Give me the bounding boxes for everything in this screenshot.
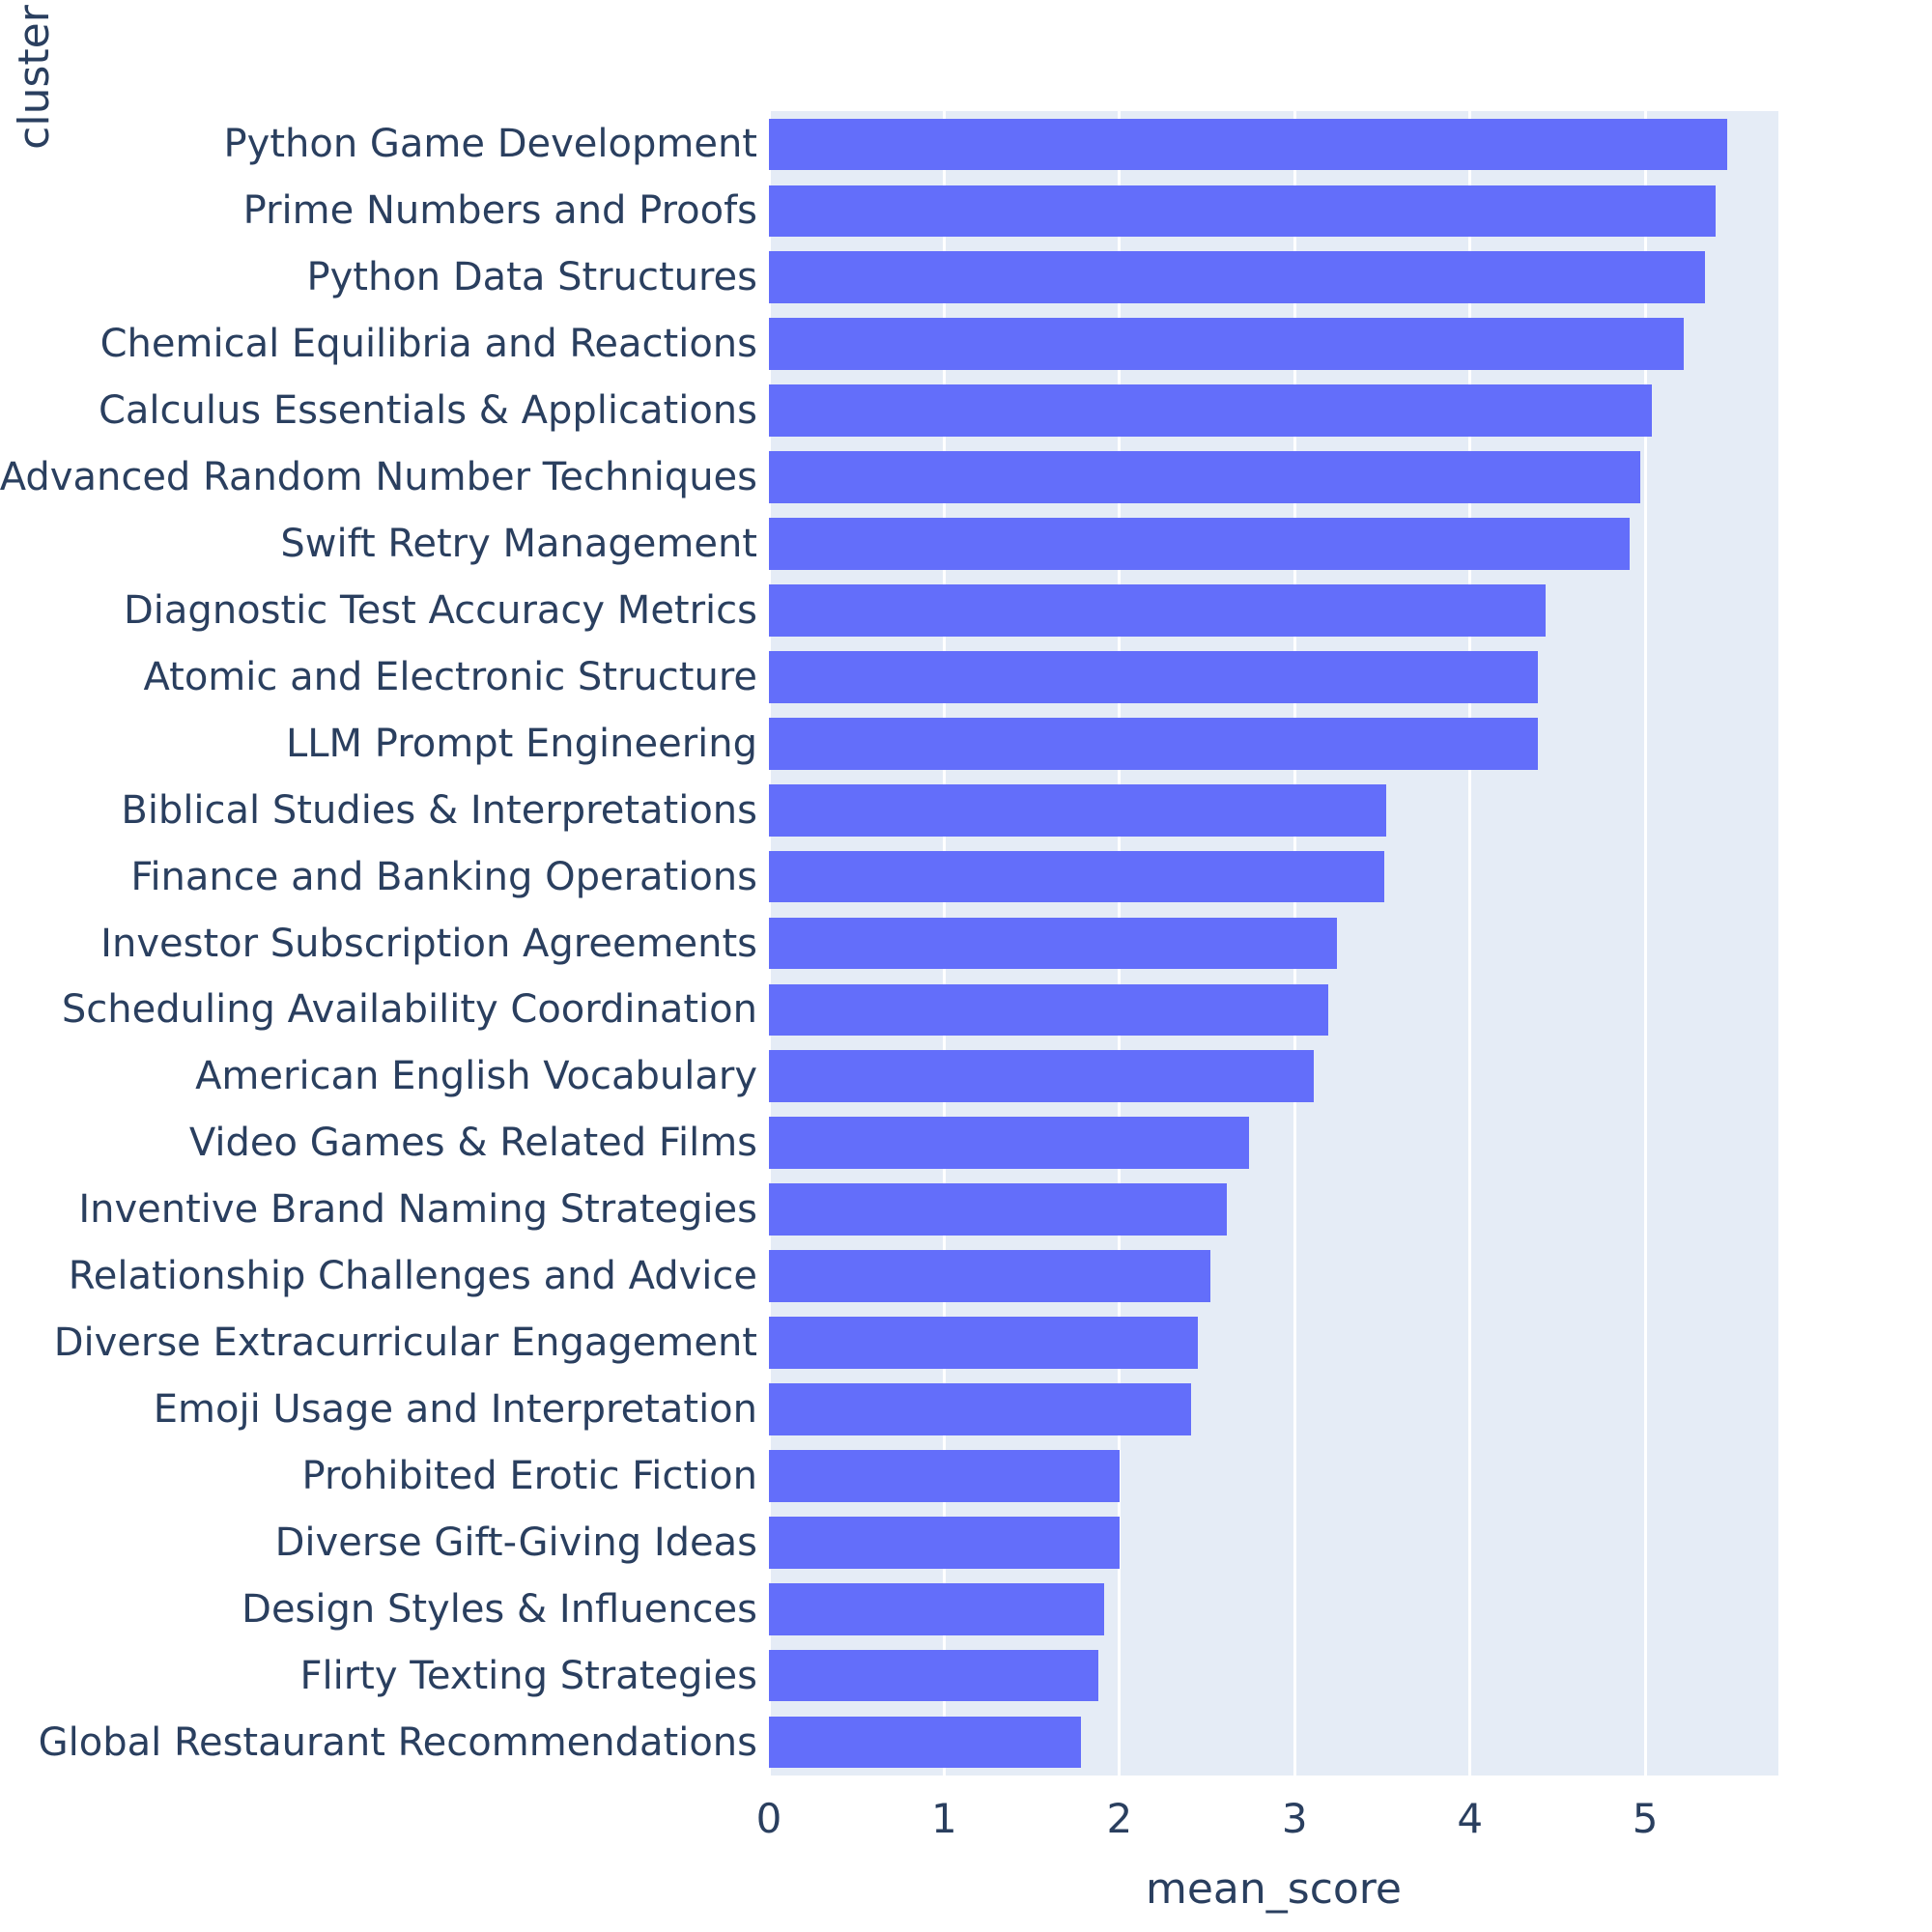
bar[interactable] bbox=[769, 1250, 1211, 1302]
bar-row bbox=[769, 518, 1778, 570]
bar[interactable] bbox=[769, 318, 1685, 371]
bar[interactable] bbox=[769, 1317, 1199, 1369]
bar[interactable] bbox=[769, 1117, 1250, 1170]
y-tick-label: Relationship Challenges and Advice bbox=[68, 1254, 757, 1299]
x-tick-label: 0 bbox=[755, 1795, 782, 1842]
x-tick-label: 4 bbox=[1457, 1795, 1484, 1842]
y-tick-label: Python Game Development bbox=[223, 122, 757, 167]
x-tick-label: 5 bbox=[1632, 1795, 1659, 1842]
bar-row bbox=[769, 318, 1778, 371]
bar[interactable] bbox=[769, 1649, 1099, 1702]
y-tick-label: Advanced Random Number Techniques bbox=[0, 455, 757, 500]
bar[interactable] bbox=[769, 384, 1653, 437]
x-tick-label: 1 bbox=[931, 1795, 957, 1842]
y-tick-label: Global Restaurant Recommendations bbox=[38, 1719, 757, 1765]
bar-row bbox=[769, 1117, 1778, 1170]
bar-row bbox=[769, 118, 1778, 171]
bar[interactable] bbox=[769, 451, 1640, 503]
y-tick-label: Diverse Gift-Giving Ideas bbox=[274, 1520, 757, 1565]
bar-row bbox=[769, 717, 1778, 770]
bar[interactable] bbox=[769, 1449, 1120, 1502]
y-tick-label: Video Games & Related Films bbox=[188, 1121, 757, 1166]
y-tick-label: Diagnostic Test Accuracy Metrics bbox=[124, 587, 757, 633]
bar-row bbox=[769, 1649, 1778, 1702]
y-tick-label: American English Vocabulary bbox=[195, 1054, 757, 1099]
bar[interactable] bbox=[769, 917, 1337, 970]
bar[interactable] bbox=[769, 717, 1539, 770]
y-tick-label: Diverse Extracurricular Engagement bbox=[53, 1321, 757, 1366]
bar-row bbox=[769, 185, 1778, 238]
y-tick-label: Python Data Structures bbox=[306, 255, 757, 300]
bar[interactable] bbox=[769, 1516, 1120, 1569]
bar-row bbox=[769, 1449, 1778, 1502]
y-tick-label: Atomic and Electronic Structure bbox=[143, 654, 757, 699]
bar-row bbox=[769, 584, 1778, 637]
y-tick-label: Prime Numbers and Proofs bbox=[242, 188, 757, 234]
y-tick-label: Chemical Equilibria and Reactions bbox=[99, 322, 757, 367]
bar-row bbox=[769, 783, 1778, 837]
y-tick-label: Scheduling Availability Coordination bbox=[61, 987, 757, 1033]
y-tick-label: Swift Retry Management bbox=[280, 521, 757, 566]
y-tick-label: Design Styles & Influences bbox=[242, 1586, 757, 1632]
bar-row bbox=[769, 850, 1778, 903]
bar-row bbox=[769, 1716, 1778, 1769]
bar-row bbox=[769, 384, 1778, 437]
x-tick-label: 3 bbox=[1281, 1795, 1308, 1842]
bar[interactable] bbox=[769, 118, 1728, 171]
y-tick-label: Inventive Brand Naming Strategies bbox=[78, 1187, 757, 1233]
bar[interactable] bbox=[769, 1383, 1192, 1435]
bar[interactable] bbox=[769, 650, 1539, 703]
y-tick-label: Emoji Usage and Interpretation bbox=[153, 1386, 757, 1432]
bar-row bbox=[769, 251, 1778, 304]
bar-row bbox=[769, 983, 1778, 1037]
bar[interactable] bbox=[769, 783, 1386, 837]
bar-row bbox=[769, 1383, 1778, 1435]
bar-row bbox=[769, 1050, 1778, 1103]
bar[interactable] bbox=[769, 1716, 1081, 1769]
y-axis-title: cluster bbox=[10, 5, 59, 150]
bar-row bbox=[769, 1317, 1778, 1369]
bar-row bbox=[769, 1582, 1778, 1635]
y-tick-label: LLM Prompt Engineering bbox=[285, 721, 757, 766]
bar[interactable] bbox=[769, 185, 1716, 238]
x-tick-label: 2 bbox=[1106, 1795, 1133, 1842]
bar-row bbox=[769, 917, 1778, 970]
bar-row bbox=[769, 1183, 1778, 1236]
gridline-4 bbox=[1468, 111, 1472, 1776]
bar[interactable] bbox=[769, 983, 1328, 1037]
y-tick-label: Flirty Texting Strategies bbox=[299, 1653, 758, 1698]
y-tick-label: Finance and Banking Operations bbox=[130, 854, 757, 899]
bar-row bbox=[769, 1516, 1778, 1569]
bar-row bbox=[769, 1250, 1778, 1302]
bar[interactable] bbox=[769, 1582, 1104, 1635]
bar[interactable] bbox=[769, 251, 1705, 304]
bar[interactable] bbox=[769, 518, 1630, 570]
y-tick-label: Biblical Studies & Interpretations bbox=[121, 787, 757, 833]
bar[interactable] bbox=[769, 1183, 1227, 1236]
plot-area bbox=[769, 111, 1778, 1776]
y-tick-label: Investor Subscription Agreements bbox=[100, 921, 757, 966]
y-tick-label: Calculus Essentials & Applications bbox=[98, 388, 757, 434]
x-axis-title: mean_score bbox=[1145, 1864, 1402, 1914]
bar[interactable] bbox=[769, 850, 1384, 903]
bar[interactable] bbox=[769, 584, 1546, 637]
bar-row bbox=[769, 650, 1778, 703]
bar-row bbox=[769, 451, 1778, 503]
gridline-5 bbox=[1643, 111, 1647, 1776]
y-tick-label: Prohibited Erotic Fiction bbox=[301, 1453, 757, 1498]
bar[interactable] bbox=[769, 1050, 1315, 1103]
